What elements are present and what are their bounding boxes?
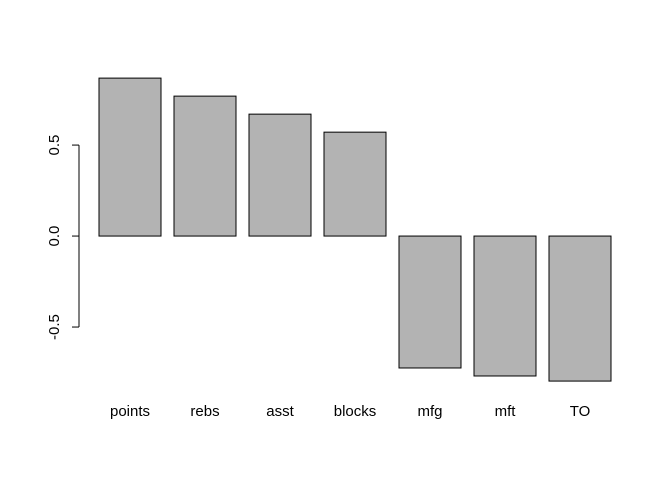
bar: [98, 77, 162, 237]
y-tick-label: -0.5: [46, 314, 63, 340]
x-tick-label: TO: [570, 403, 591, 420]
y-tick-label: 0.5: [46, 135, 63, 156]
bar: [248, 113, 312, 237]
x-tick-label: rebs: [190, 403, 219, 420]
x-tick-label: mft: [495, 403, 517, 420]
bar: [548, 235, 612, 382]
bar: [173, 95, 237, 237]
x-tick-label: blocks: [334, 403, 377, 420]
bar: [398, 235, 462, 369]
x-tick-label: mfg: [417, 403, 442, 420]
bar: [473, 235, 537, 377]
bar: [323, 131, 387, 237]
x-tick-label: asst: [266, 403, 294, 420]
y-tick-label: 0.0: [46, 226, 63, 247]
x-tick-label: points: [110, 403, 150, 420]
